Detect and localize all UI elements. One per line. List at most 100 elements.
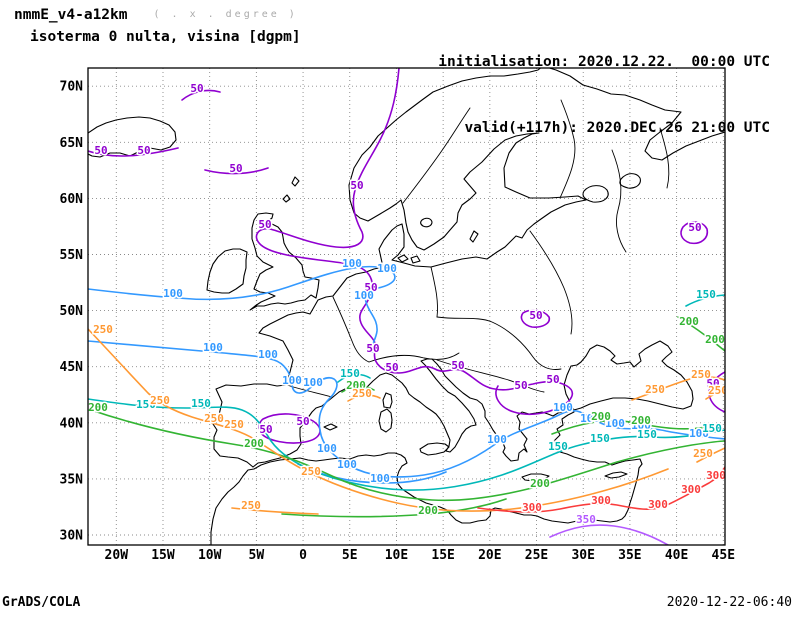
contour-level-50 <box>88 68 725 444</box>
contour-path-100 <box>88 265 396 353</box>
model-title-line: nmmE_v4-a12km ( . x . degree ) <box>14 7 298 23</box>
coastline-africa-levant <box>210 452 643 545</box>
contour-level-150 <box>88 294 725 491</box>
contour-value-label: 250 <box>352 387 372 400</box>
contour-path-50 <box>520 309 551 328</box>
contour-path-200 <box>551 420 707 435</box>
contour-value-label: 50 <box>364 281 377 294</box>
contour-value-label: 150 <box>590 432 610 445</box>
contour-value-label: 50 <box>529 309 542 322</box>
contour-value-label: 50 <box>451 359 464 372</box>
contour-path-200 <box>88 408 725 502</box>
islands-denmark <box>397 254 421 264</box>
contour-value-label: 50 <box>514 379 527 392</box>
contour-value-label: 250 <box>150 394 170 407</box>
contour-value-label: 350 <box>576 513 596 526</box>
border-finland-russia <box>559 99 576 199</box>
contour-value-label: 300 <box>591 494 611 507</box>
contour-path-150 <box>337 373 371 383</box>
plot-subtitle: isoterma 0 nulta, visina [dgpm] <box>30 29 301 45</box>
contour-value-label: 50 <box>546 373 559 386</box>
contour-value-label: 200 <box>346 379 366 392</box>
lon-tick-label: 10E <box>385 548 408 563</box>
contour-path-50 <box>181 89 221 101</box>
river-danube <box>436 359 545 393</box>
contour-level-350 <box>549 524 669 545</box>
contour-value-label: 100 <box>370 472 390 485</box>
island-corsica <box>382 392 393 409</box>
lat-tick-label: 30N <box>60 529 84 544</box>
contour-value-label: 100 <box>377 262 397 275</box>
contour-value-label: 100 <box>317 442 337 455</box>
lon-tick-label: 5E <box>342 548 358 563</box>
contour-path-150 <box>88 398 725 491</box>
lon-tick-label: 0 <box>299 548 307 563</box>
contour-value-label: 150 <box>696 288 716 301</box>
contour-value-label: 300 <box>648 498 668 511</box>
lake-vanern <box>420 217 433 228</box>
contour-value-label: 100 <box>487 433 507 446</box>
contour-level-250 <box>88 328 725 515</box>
contour-value-label: 50 <box>190 82 203 95</box>
lon-tick-label: 15W <box>151 548 175 563</box>
contour-value-label: 50 <box>94 144 107 157</box>
lat-tick-label: 45N <box>60 360 84 375</box>
contour-path-50 <box>204 167 269 175</box>
contour-value-label: 200 <box>244 437 264 450</box>
river-dvina <box>611 149 627 253</box>
contour-value-label: 250 <box>645 383 665 396</box>
contour-value-label: 50 <box>366 342 379 355</box>
contour-value-label: 250 <box>204 412 224 425</box>
contour-path-350 <box>549 524 669 545</box>
coastlines <box>88 68 725 545</box>
contour-value-label: 50 <box>688 221 701 234</box>
contour-value-label: 100 <box>282 374 302 387</box>
lon-tick-label: 35E <box>618 548 641 563</box>
contour-value-label: 100 <box>342 257 362 270</box>
contour-value-label: 150 <box>702 422 722 435</box>
contour-value-label: 50 <box>350 179 363 192</box>
contour-path-50 <box>258 413 321 444</box>
grads-credit: GrADS/COLA <box>2 595 81 610</box>
contour-value-label: 150 <box>637 428 657 441</box>
border-rhine <box>332 296 370 363</box>
contour-value-label: 100 <box>605 417 625 430</box>
contour-value-label: 200 <box>88 401 108 414</box>
contour-value-label: 250 <box>693 447 713 460</box>
contour-value-label: 50 <box>296 415 309 428</box>
island-sardinia <box>378 408 393 433</box>
contour-value-label: 300 <box>522 501 542 514</box>
coastline-mainland-north <box>212 68 725 468</box>
lon-tick-label: 20E <box>478 548 501 563</box>
island-gotland <box>469 230 479 243</box>
contour-path-250 <box>696 447 725 463</box>
contour-path-200 <box>341 385 375 393</box>
contour-value-label: 300 <box>681 483 701 496</box>
contour-value-label: 250 <box>691 368 711 381</box>
contour-path-50 <box>88 147 179 157</box>
border-carpathians <box>436 316 562 370</box>
axis-labels: 20W 15W 10W 5W 0 5E 10E 15E 20E 25E 30E 35E 40E 45E 30… <box>60 80 736 563</box>
coastline-ireland <box>206 248 248 294</box>
inland-borders-rivers <box>286 99 670 398</box>
contour-value-label: 200 <box>418 504 438 517</box>
contour-value-label: 100 <box>337 458 357 471</box>
contour-path-250 <box>347 394 381 402</box>
contour-value-label: 100 <box>553 401 573 414</box>
contour-path-200 <box>281 498 507 518</box>
lon-tick-label: 25E <box>525 548 548 563</box>
contour-value-label: 250 <box>224 418 244 431</box>
contour-value-label: 50 <box>229 162 242 175</box>
lat-tick-label: 40N <box>60 416 84 431</box>
resolution-note: ( . x . degree ) <box>153 9 298 20</box>
contour-path-200 <box>677 316 725 352</box>
contour-lines <box>88 68 725 545</box>
contour-value-label: 100 <box>163 287 183 300</box>
island-sicily <box>419 442 450 456</box>
contour-path-250 <box>631 375 725 401</box>
lon-tick-label: 5W <box>249 548 265 563</box>
contour-path-250 <box>88 328 669 512</box>
contour-value-label: 250 <box>708 384 728 397</box>
contour-value-label: 250 <box>301 465 321 478</box>
